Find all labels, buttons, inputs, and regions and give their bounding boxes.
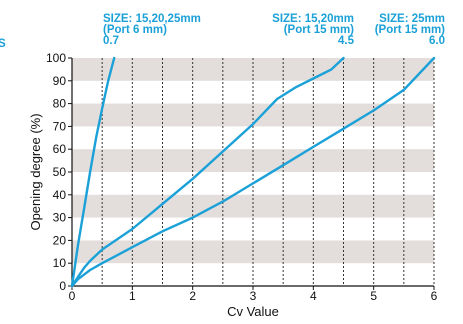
- x-tick-label: 0: [69, 289, 76, 303]
- annotation-text-1: SIZE: 15,20,25mm: [103, 13, 201, 25]
- x-tick-label: 1: [129, 289, 136, 303]
- grid-band: [72, 58, 434, 81]
- y-tick-label: 90: [53, 74, 67, 88]
- y-tick-label: 70: [53, 119, 67, 133]
- annotation-text-3: 6.0: [429, 35, 445, 47]
- y-tick-label: 50: [53, 165, 67, 179]
- x-axis-label: Cv Value: [227, 304, 279, 319]
- x-tick-label: 2: [189, 289, 196, 303]
- annotation-text-1: (Port 6 mm): [103, 24, 167, 36]
- series-line-2: [70, 56, 345, 288]
- y-tick-label: 10: [53, 256, 67, 270]
- x-tick-label: 5: [370, 289, 377, 303]
- annotation-text-2: SIZE: 15,20mm: [272, 13, 354, 25]
- y-tick-label: 20: [53, 233, 67, 247]
- y-tick-label: 100: [46, 51, 66, 65]
- series-group: [70, 56, 436, 288]
- x-tick-label: 4: [310, 289, 317, 303]
- y-tick-label: 80: [53, 97, 67, 111]
- series-line-1: [70, 56, 116, 288]
- grid-band: [72, 149, 434, 172]
- y-tick-label: 40: [53, 188, 67, 202]
- y-axis-label: Opening degree (%): [28, 113, 43, 230]
- series-line-3: [70, 56, 436, 288]
- annotation-text-2: 4.5: [338, 35, 355, 47]
- y-tick-label: 0: [59, 279, 66, 293]
- annotation-text-3: (Port 15 mm): [375, 24, 445, 36]
- y-tick-label: 30: [53, 211, 67, 225]
- x-tick-label: 3: [250, 289, 257, 303]
- annotations: SIZE: 15,20,25mm(Port 6 mm)0.7 SIZE: 15,2…: [103, 13, 445, 47]
- annotation-text-1: 0.7: [103, 35, 119, 47]
- annotation-text-3: SIZE: 25mm: [379, 13, 445, 25]
- x-tick-label: 6: [431, 289, 438, 303]
- annotation-text-2: (Port 15 mm): [284, 24, 354, 36]
- edge-label: S: [0, 38, 6, 50]
- y-tick-label: 60: [53, 142, 67, 156]
